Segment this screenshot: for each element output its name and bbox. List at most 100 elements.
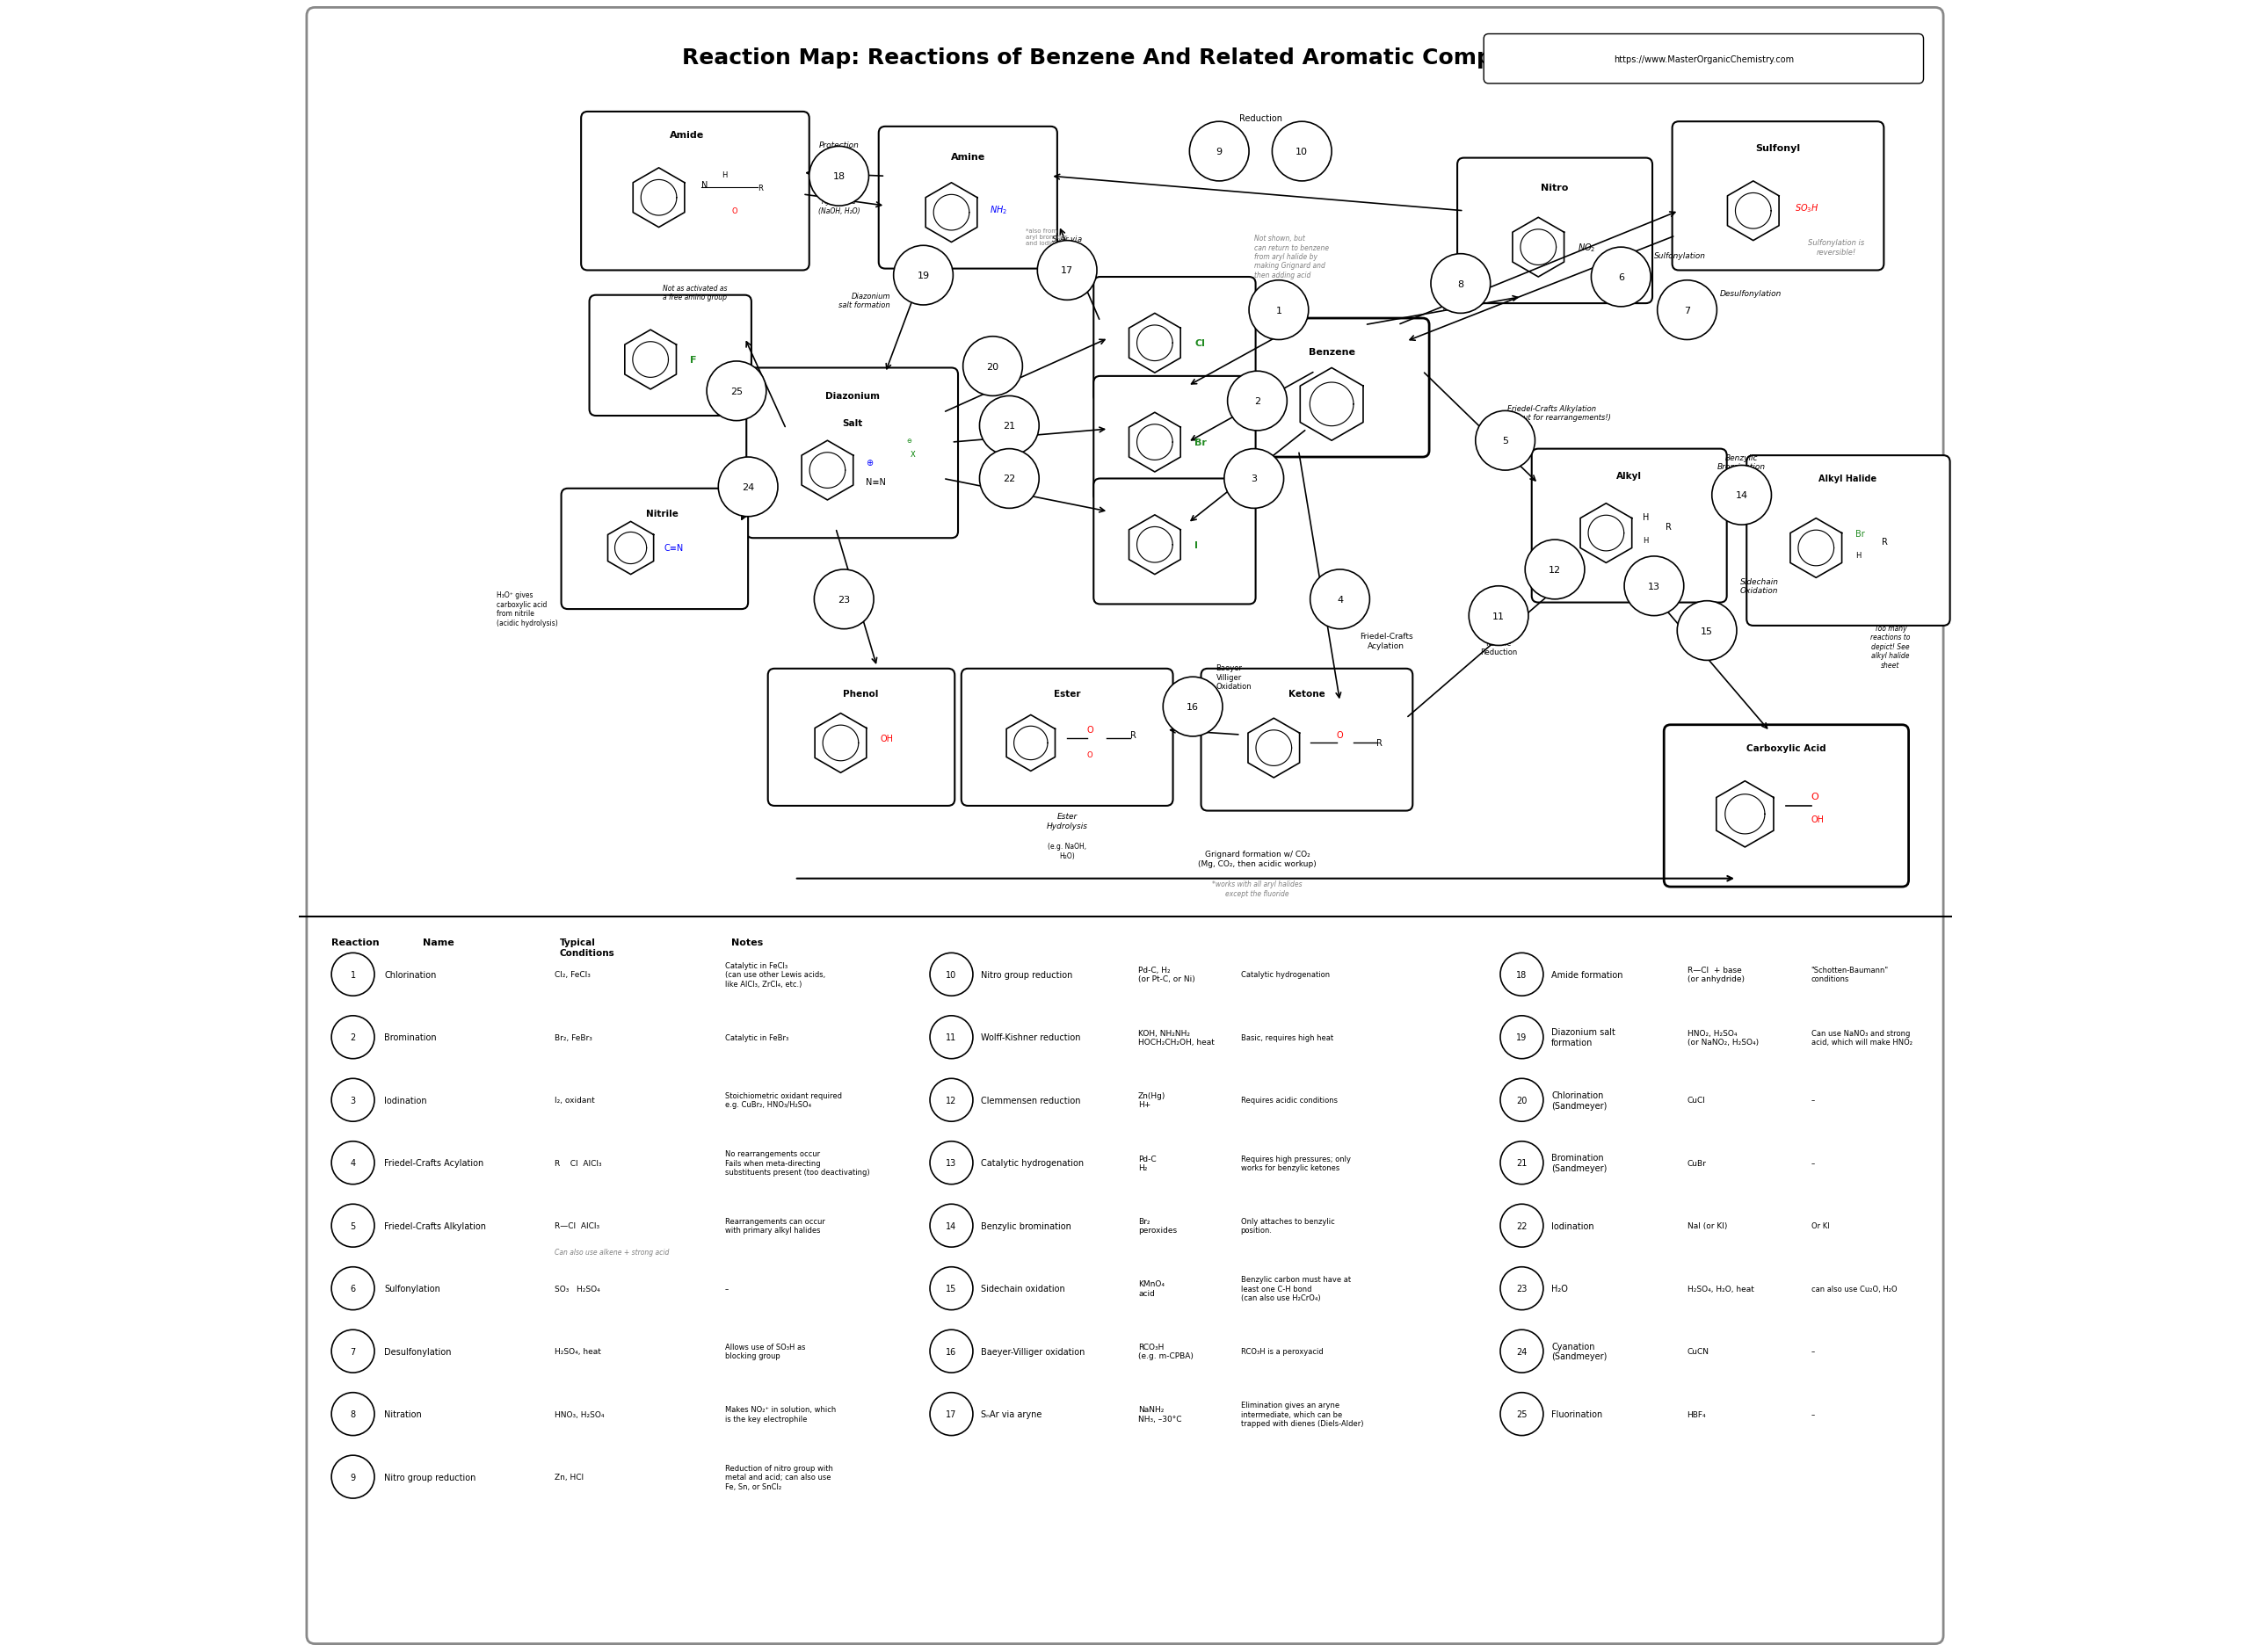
Text: Elimination gives an aryne
intermediate, which can be
trapped with dienes (Diels: Elimination gives an aryne intermediate,… [1240, 1401, 1364, 1427]
Circle shape [1224, 449, 1285, 509]
Text: Baeyer-
Villiger
Oxidation: Baeyer- Villiger Oxidation [1215, 664, 1251, 691]
Circle shape [1658, 281, 1717, 340]
Text: HNO₂, H₂SO₄
(or NaNO₂, H₂SO₄): HNO₂, H₂SO₄ (or NaNO₂, H₂SO₄) [1688, 1029, 1760, 1046]
Text: No rearrangements occur
Fails when meta-directing
substituents present (too deac: No rearrangements occur Fails when meta-… [724, 1150, 869, 1176]
FancyBboxPatch shape [1093, 479, 1256, 605]
Text: 15: 15 [945, 1284, 956, 1294]
Text: 20: 20 [986, 362, 999, 372]
Circle shape [331, 1142, 374, 1184]
Text: 17: 17 [1062, 266, 1073, 276]
Text: OH: OH [880, 733, 893, 743]
Text: Reaction: Reaction [331, 938, 380, 947]
Text: Friedel-Crafts Alkylation: Friedel-Crafts Alkylation [385, 1221, 486, 1231]
Text: 18: 18 [1516, 970, 1528, 980]
Text: Hydrolysis
(NaOH, H₂O): Hydrolysis (NaOH, H₂O) [819, 198, 860, 215]
Text: Cyanation
(Sandmeyer): Cyanation (Sandmeyer) [1552, 1341, 1606, 1361]
FancyBboxPatch shape [880, 127, 1057, 269]
Text: Pd-C, H₂
(or Pt-C, or Ni): Pd-C, H₂ (or Pt-C, or Ni) [1138, 966, 1195, 983]
Text: H: H [1642, 537, 1647, 544]
Circle shape [331, 1393, 374, 1436]
FancyBboxPatch shape [1746, 456, 1951, 626]
Text: 2: 2 [1253, 396, 1260, 406]
Text: 1: 1 [1276, 306, 1282, 316]
Text: R—Cl  + base
(or anhydride): R—Cl + base (or anhydride) [1688, 966, 1744, 983]
Text: Bromination
(Sandmeyer): Bromination (Sandmeyer) [1552, 1153, 1606, 1173]
Text: H₂O: H₂O [1552, 1284, 1568, 1294]
Text: 3: 3 [351, 1095, 356, 1105]
Text: Amide formation: Amide formation [1552, 970, 1622, 980]
Text: Only attaches to benzylic
position.: Only attaches to benzylic position. [1240, 1218, 1334, 1234]
Text: Diazonium
salt formation: Diazonium salt formation [839, 292, 891, 309]
Text: 8: 8 [351, 1409, 356, 1419]
Text: 25: 25 [731, 387, 742, 396]
Circle shape [814, 570, 873, 629]
Text: Catalytic hydrogenation: Catalytic hydrogenation [981, 1158, 1084, 1168]
Text: KOH, NH₂NH₂
HOCH₂CH₂OH, heat: KOH, NH₂NH₂ HOCH₂CH₂OH, heat [1138, 1029, 1215, 1046]
Text: SₙAr via aryne: SₙAr via aryne [981, 1409, 1042, 1419]
Text: Grignard formation w/ CO₂
(Mg, CO₂, then acidic workup): Grignard formation w/ CO₂ (Mg, CO₂, then… [1197, 851, 1316, 867]
Circle shape [1501, 1079, 1544, 1122]
Text: Salt: Salt [842, 418, 862, 428]
Text: Sulfonyl: Sulfonyl [1755, 144, 1800, 154]
Text: 15: 15 [1701, 626, 1712, 636]
Text: $NH_2$: $NH_2$ [990, 203, 1008, 216]
Text: $NO_2$: $NO_2$ [1577, 241, 1595, 254]
Text: O: O [731, 208, 738, 215]
Text: NaI (or KI): NaI (or KI) [1688, 1222, 1728, 1229]
Text: Desulfonylation: Desulfonylation [1721, 291, 1782, 297]
Circle shape [1501, 1393, 1544, 1436]
FancyBboxPatch shape [961, 669, 1172, 806]
Text: –: – [1811, 1411, 1816, 1417]
Circle shape [331, 1079, 374, 1122]
Text: R—Cl  AlCl₃: R—Cl AlCl₃ [556, 1222, 598, 1229]
Text: Protection: Protection [819, 142, 860, 149]
Circle shape [929, 953, 972, 996]
Circle shape [929, 1142, 972, 1184]
Text: R: R [1665, 522, 1672, 532]
Text: 1: 1 [351, 970, 356, 980]
Text: Nitration: Nitration [1442, 304, 1478, 312]
Circle shape [929, 1267, 972, 1310]
Circle shape [1469, 586, 1528, 646]
Circle shape [893, 246, 954, 306]
Text: 2: 2 [351, 1032, 356, 1042]
Text: Clemmensen reduction: Clemmensen reduction [981, 1095, 1080, 1105]
Text: 9: 9 [1215, 147, 1222, 157]
FancyBboxPatch shape [1672, 122, 1883, 271]
Text: O: O [1811, 791, 1818, 801]
Text: Chlorination
(Sandmeyer): Chlorination (Sandmeyer) [1552, 1090, 1606, 1110]
Circle shape [331, 1455, 374, 1498]
Text: Benzylic carbon must have at
least one C-H bond
(can also use H₂CrO₄): Benzylic carbon must have at least one C… [1240, 1275, 1350, 1302]
Text: 13: 13 [1647, 582, 1661, 591]
Text: Diazonium salt
formation: Diazonium salt formation [1552, 1028, 1616, 1047]
Text: Reduction: Reduction [1240, 114, 1282, 124]
Text: Typical
Conditions: Typical Conditions [560, 938, 614, 957]
Text: Friedel-Crafts Alkylation
(watch out for rearrangements!): Friedel-Crafts Alkylation (watch out for… [1492, 405, 1611, 421]
Text: Reaction Map: Reactions of Benzene And Related Aromatic Compounds: Reaction Map: Reactions of Benzene And R… [682, 48, 1568, 68]
Text: Ester
Hydrolysis: Ester Hydrolysis [1046, 813, 1087, 829]
Text: Iodination: Iodination [1552, 1221, 1595, 1231]
Text: 3: 3 [1251, 474, 1258, 484]
FancyBboxPatch shape [1665, 725, 1908, 887]
Text: Amine: Amine [952, 152, 986, 162]
Text: Nitro group reduction: Nitro group reduction [385, 1472, 477, 1482]
Text: 22: 22 [1516, 1221, 1528, 1231]
Text: 11: 11 [1492, 611, 1505, 621]
Text: X: X [909, 451, 916, 458]
Text: 20: 20 [1516, 1095, 1528, 1105]
Circle shape [979, 396, 1040, 456]
Text: 10: 10 [1296, 147, 1307, 157]
Text: Sulfonylation is
reversible!: Sulfonylation is reversible! [1807, 240, 1863, 256]
Text: Friedel-Crafts
Acylation: Friedel-Crafts Acylation [1359, 633, 1413, 649]
Circle shape [1712, 466, 1771, 525]
Circle shape [810, 147, 868, 206]
Text: H: H [1856, 552, 1861, 558]
Text: H₃O⁺ gives
carboxylic acid
from nitrile
(acidic hydrolysis): H₃O⁺ gives carboxylic acid from nitrile … [497, 591, 558, 626]
Text: 7: 7 [351, 1346, 356, 1356]
Circle shape [1501, 1204, 1544, 1247]
Text: NaNH₂
NH₃, –30°C: NaNH₂ NH₃, –30°C [1138, 1406, 1181, 1422]
Circle shape [1190, 122, 1249, 182]
Circle shape [1501, 1016, 1544, 1059]
Text: RCO₃H
(e.g. m-CPBA): RCO₃H (e.g. m-CPBA) [1138, 1343, 1193, 1360]
Text: Catalytic hydrogenation: Catalytic hydrogenation [1240, 971, 1330, 978]
